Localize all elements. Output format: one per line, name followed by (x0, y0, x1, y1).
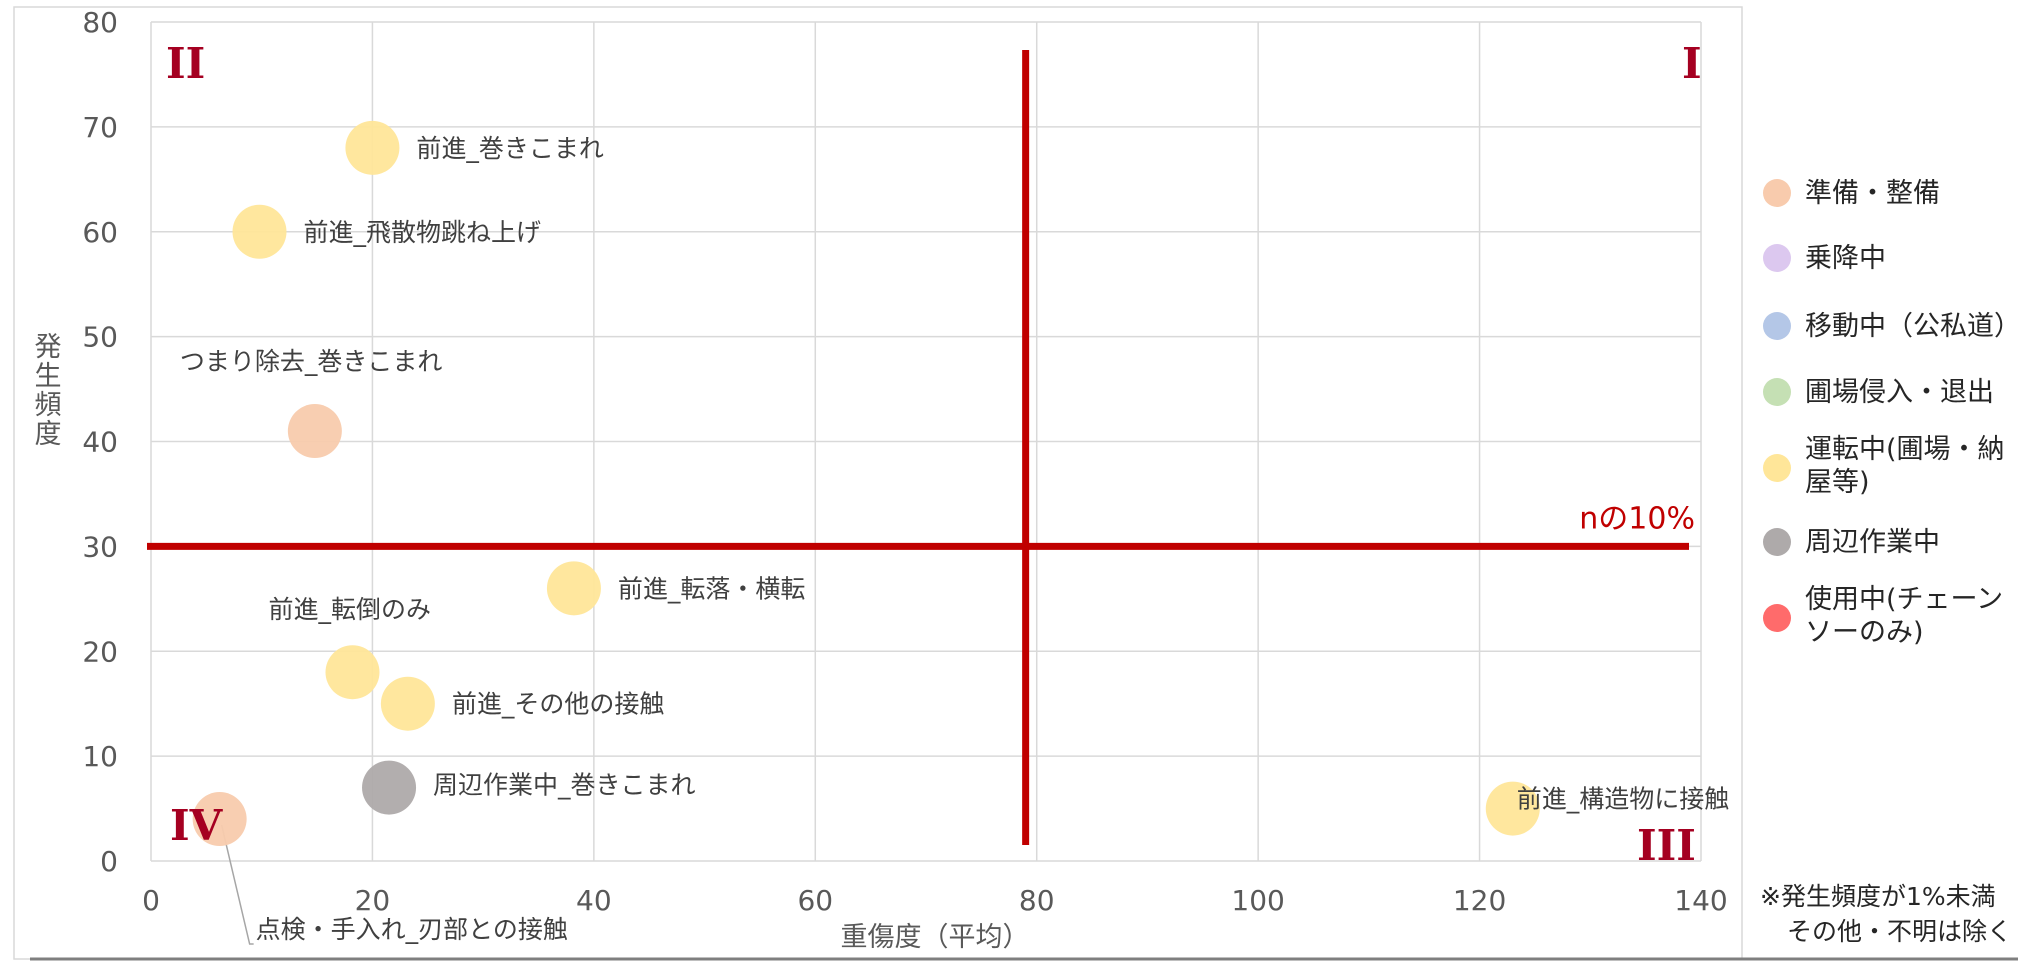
data-label: 前進_転倒のみ (269, 595, 432, 624)
legend-marker (1763, 244, 1791, 272)
y-tick-label: 50 (82, 321, 118, 354)
legend-label: 圃場侵入・退出 (1805, 377, 1994, 408)
legend-label: 周辺作業中 (1805, 527, 1940, 558)
quadrant-label-ii: II (166, 39, 205, 88)
legend-marker (1763, 378, 1791, 406)
data-point (380, 676, 435, 731)
legend-item: 乗降中 (1763, 243, 1886, 274)
y-axis-title: 発生頻度 (30, 332, 62, 448)
x-tick-label: 80 (1019, 884, 1055, 917)
legend-label: 移動中（公私道） (1805, 311, 2018, 342)
x-tick-label: 120 (1453, 884, 1506, 917)
data-label: 前進_転落・横転 (618, 574, 806, 603)
legend-label-line: 運転中(圃場・納 (1805, 434, 2005, 465)
y-tick-label: 40 (82, 426, 118, 459)
y-tick-label: 30 (82, 530, 118, 563)
x-tick-label: 140 (1674, 884, 1727, 917)
legend-marker (1763, 312, 1791, 340)
y-tick-label: 80 (82, 6, 118, 39)
data-point (1485, 781, 1540, 836)
legend-label-line: 屋等) (1805, 467, 1870, 498)
legend-label-line: 使用中(チェーン (1805, 584, 2003, 615)
x-tick-label: 20 (355, 884, 391, 917)
legend-marker (1763, 179, 1791, 207)
x-axis-title: 重傷度（平均） (841, 922, 1030, 953)
legend-item: 周辺作業中 (1763, 527, 1940, 558)
data-label: 前進_構造物に接触 (1517, 785, 1730, 814)
data-label: 前進_その他の接触 (452, 690, 665, 719)
y-tick-label: 60 (82, 216, 118, 249)
chart-border (13, 6, 1743, 960)
x-tick-label: 0 (142, 884, 160, 917)
legend-label: 準備・整備 (1805, 178, 1940, 209)
footnote-line-1: ※発生頻度が1%未満 (1760, 882, 1996, 911)
quadrant-label-iii: III (1637, 821, 1696, 870)
data-point (192, 792, 247, 847)
x-tick-label: 100 (1231, 884, 1284, 917)
quadrant-label-iv: IV (170, 801, 224, 850)
data-point (325, 645, 380, 700)
data-point (345, 120, 400, 175)
y-tick-label: 0 (100, 845, 118, 878)
data-label: 前進_飛散物跳ね上げ (304, 218, 542, 247)
legend-item: 移動中（公私道） (1763, 311, 2018, 342)
legend-item: 準備・整備 (1763, 178, 1940, 209)
quadrant-label-i: I (1682, 39, 1702, 88)
leader-line (220, 824, 254, 945)
legend-marker (1763, 454, 1791, 482)
legend-label-line: ソーのみ) (1805, 617, 1924, 648)
y-tick-label: 70 (82, 111, 118, 144)
data-label: 前進_巻きこまれ (416, 134, 604, 163)
data-point (232, 204, 287, 259)
data-label: つまり除去_巻きこまれ (180, 347, 443, 376)
legend-item: 圃場侵入・退出 (1763, 377, 1994, 408)
legend-item: 運転中(圃場・納屋等) (1763, 434, 2005, 498)
y-tick-label: 20 (82, 635, 118, 668)
x-tick-label: 40 (576, 884, 612, 917)
legend-label: 乗降中 (1805, 243, 1886, 274)
data-point (287, 404, 342, 459)
x-tick-label: 60 (797, 884, 833, 917)
footnote-line-2: その他・不明は除く (1787, 917, 2012, 946)
data-point (362, 760, 417, 815)
y-tick-label: 10 (82, 740, 118, 773)
data-point (546, 561, 601, 616)
data-label: 周辺作業中_巻きこまれ (433, 771, 696, 800)
legend-marker (1763, 604, 1791, 632)
legend-marker (1763, 528, 1791, 556)
threshold-label: nの10% (1579, 501, 1695, 536)
data-label: 点検・手入れ_刃部との接触 (256, 915, 568, 944)
